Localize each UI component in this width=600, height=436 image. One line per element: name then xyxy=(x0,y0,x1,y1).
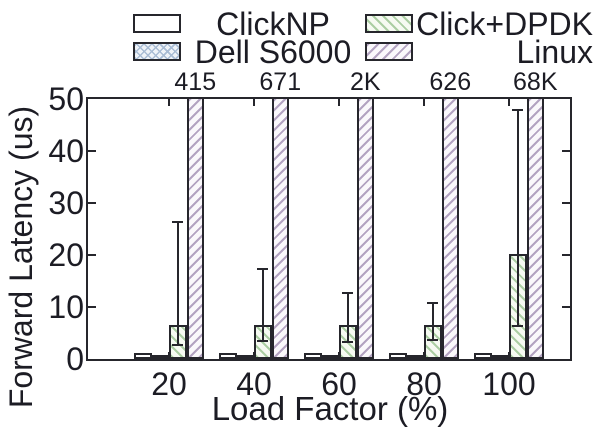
error-cap-top xyxy=(257,268,269,270)
bar-linux-100 xyxy=(526,99,544,359)
y-tick-right xyxy=(562,202,570,204)
clipped-bar-value-label: 415 xyxy=(174,68,217,96)
error-cap-top xyxy=(172,221,184,224)
bar-linux-20 xyxy=(186,99,204,359)
bar-clicknp-60 xyxy=(304,353,322,359)
error-cap-bottom xyxy=(257,340,269,343)
x-tick-top xyxy=(508,99,510,106)
y-tick-label: 30 xyxy=(48,185,84,221)
error-cap-bottom xyxy=(427,338,439,341)
y-tick-left xyxy=(88,254,96,256)
legend-swatch-dell-s6000-icon xyxy=(133,42,181,61)
y-tick-label: 10 xyxy=(48,289,84,325)
y-tick-left xyxy=(88,202,96,204)
bar-dell-s6000-100 xyxy=(491,355,509,359)
x-tick-label: 20 xyxy=(151,366,187,402)
error-bar-click-dpdk-60 xyxy=(346,292,349,344)
bar-linux-60 xyxy=(356,99,374,359)
error-bar-click-dpdk-40 xyxy=(261,268,264,343)
legend-swatch-click-dpdk-icon xyxy=(365,14,413,33)
error-bar-click-dpdk-100 xyxy=(516,109,519,327)
plot-area xyxy=(86,97,572,361)
bar-clicknp-100 xyxy=(474,353,492,359)
legend-swatch-clicknp-icon xyxy=(133,14,181,33)
error-bar-click-dpdk-20 xyxy=(176,221,179,346)
x-tick-label: 40 xyxy=(236,366,272,402)
error-bar-click-dpdk-80 xyxy=(431,301,434,341)
x-tick-label: 100 xyxy=(482,366,536,402)
y-tick-label: 0 xyxy=(66,341,84,377)
y-tick-right xyxy=(562,254,570,256)
x-tick-top xyxy=(423,99,425,106)
bar-clicknp-40 xyxy=(219,353,237,359)
legend-label-clicknp: ClickNP xyxy=(216,6,330,42)
bar-dell-s6000-20 xyxy=(151,355,169,359)
x-tick-top xyxy=(168,99,170,106)
error-cap-bottom xyxy=(172,344,184,346)
legend-swatch-linux-icon xyxy=(365,42,413,61)
x-axis-label: Load Factor (%) xyxy=(211,390,449,427)
legend-label-dell-s6000: Dell S6000 xyxy=(194,34,352,70)
bar-dell-s6000-60 xyxy=(321,355,339,359)
bar-clicknp-80 xyxy=(389,353,407,359)
y-tick-label: 20 xyxy=(48,237,84,273)
y-tick-right xyxy=(562,306,570,308)
y-tick-label: 40 xyxy=(48,133,84,169)
error-cap-top xyxy=(427,301,439,304)
clipped-bar-value-label: 671 xyxy=(259,68,302,96)
error-cap-top xyxy=(342,292,354,295)
x-tick-label: 80 xyxy=(406,366,442,402)
error-cap-bottom xyxy=(342,341,354,344)
y-tick-label: 50 xyxy=(48,81,84,117)
bar-dell-s6000-40 xyxy=(236,355,254,359)
error-cap-bottom xyxy=(512,324,524,327)
error-cap-top xyxy=(512,109,524,112)
y-tick-left xyxy=(88,150,96,152)
y-tick-left xyxy=(88,306,96,308)
clipped-bar-value-label: 2K xyxy=(349,68,381,96)
legend-label-click-dpdk: Click+DPDK xyxy=(416,6,593,42)
clipped-bar-value-label: 68K xyxy=(513,68,558,96)
x-tick-top xyxy=(338,99,340,106)
legend-label-linux: Linux xyxy=(516,34,594,70)
y-tick-right xyxy=(562,150,570,152)
bar-clicknp-20 xyxy=(134,353,152,359)
bar-linux-40 xyxy=(271,99,289,359)
bar-dell-s6000-80 xyxy=(406,355,424,359)
x-tick-label: 60 xyxy=(321,366,357,402)
plot-inner xyxy=(88,99,570,359)
x-tick-top xyxy=(253,99,255,106)
clipped-bar-value-label: 626 xyxy=(429,68,472,96)
bar-linux-80 xyxy=(441,99,459,359)
